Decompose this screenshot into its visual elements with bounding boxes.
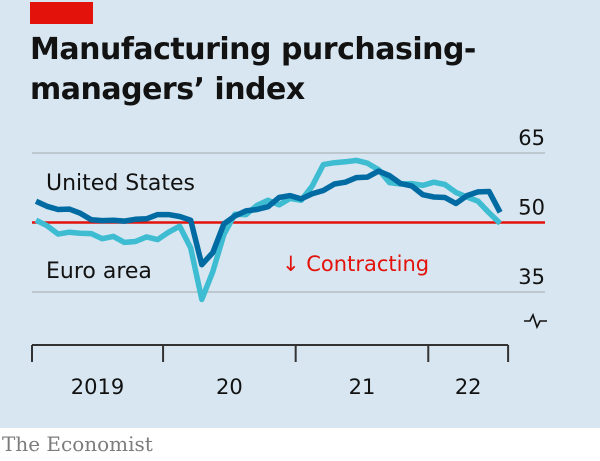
gridlines: [32, 152, 545, 293]
x-axis: 2019 20 21 22: [31, 344, 510, 399]
chart-panel: Manufacturing purchasing-managers’ index: [0, 0, 600, 428]
source-label: The Economist: [2, 432, 153, 456]
series-label-euro-area: Euro area: [46, 259, 152, 284]
y-tick-label: 35: [518, 265, 545, 289]
series-line-united-states: [34, 168, 503, 268]
series-lines: [34, 157, 503, 303]
y-tick-label: 65: [518, 126, 545, 150]
y-tick-label: 50: [518, 196, 545, 220]
x-tick-label: 2019: [71, 375, 124, 399]
series-line-euro-area: [34, 157, 503, 303]
line-chart: 65 50 35 ↓ Contracting United States Euro a…: [31, 126, 547, 399]
axis-break-icon: [524, 312, 547, 330]
axis-break-icon: [524, 312, 547, 330]
x-tick-label: 21: [349, 375, 376, 399]
x-tick-label: 20: [216, 375, 243, 399]
economist-red-tag: [30, 2, 93, 24]
y-axis-ticks: 65 50 35: [518, 126, 545, 289]
x-tick-label: 22: [455, 375, 482, 399]
series-labels: United States Euro area: [46, 171, 195, 284]
contracting-annotation: ↓ Contracting: [282, 252, 429, 276]
chart-title: Manufacturing purchasing-managers’ index: [30, 32, 476, 107]
series-label-united-states: United States: [46, 171, 195, 196]
